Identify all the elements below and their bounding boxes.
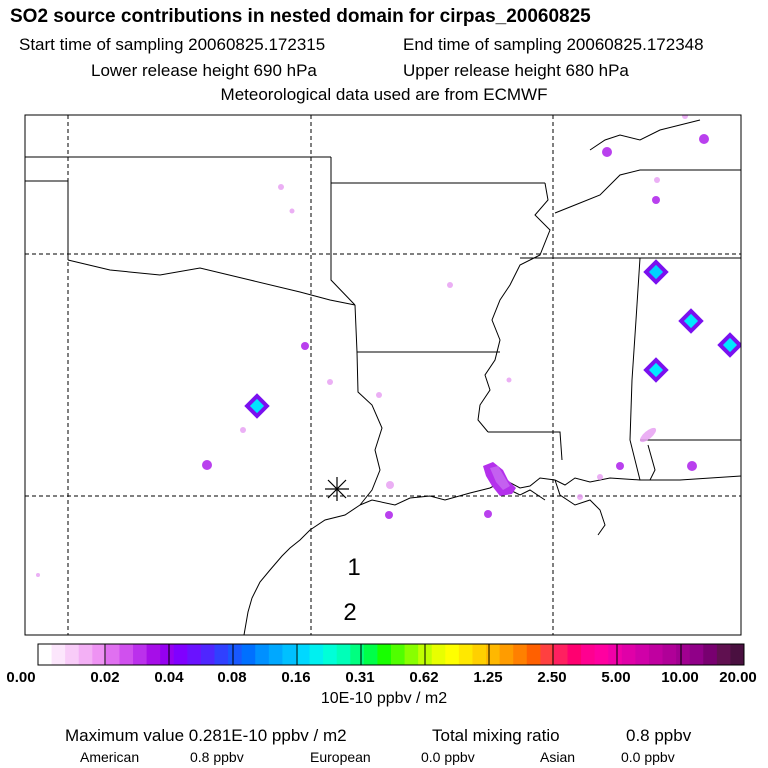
- release-point-marker: [325, 477, 349, 501]
- colorbar-swatch: [648, 644, 664, 665]
- colorbar-swatch: [268, 644, 283, 665]
- met-data-label: Meteorological data used are from ECMWF: [220, 85, 548, 104]
- colorbar-swatch: [323, 644, 338, 665]
- colorbar-swatch: [228, 644, 243, 665]
- coastline: [243, 475, 741, 635]
- colorbar-tick: 2.50: [537, 669, 567, 686]
- colorbar-swatch: [404, 644, 419, 665]
- colorbar-swatch: [119, 644, 134, 665]
- colorbar-swatch: [445, 644, 460, 665]
- colorbar-swatch: [255, 644, 270, 665]
- color-bar: [37, 643, 745, 666]
- colorbar-frame: [37, 643, 745, 666]
- colorbar-swatch: [458, 644, 473, 665]
- colorbar-swatch: [526, 644, 541, 665]
- colorbar-swatch: [377, 644, 392, 665]
- state-boundaries: [25, 119, 741, 506]
- colorbar-swatch: [133, 644, 148, 665]
- source-contributions: [36, 115, 741, 577]
- asian-label: Asian: [540, 749, 576, 765]
- colorbar-swatch: [200, 644, 215, 665]
- colorbar-swatch: [51, 644, 66, 665]
- colorbar-tick: 0.02: [90, 669, 120, 686]
- lower-release-height-label: Lower release height 690 hPa: [91, 61, 317, 80]
- colorbar-swatch: [486, 644, 501, 665]
- asian-value: 0.0 ppbv: [621, 749, 675, 765]
- colorbar-swatch: [730, 644, 745, 665]
- colorbar-units: 10E-10 ppbv / m2: [320, 690, 448, 707]
- start-time-label: Start time of sampling 20060825.172315: [19, 35, 326, 54]
- colorbar-swatch: [499, 644, 514, 665]
- american-label: American: [80, 749, 140, 765]
- colorbar-swatch: [635, 644, 650, 665]
- colorbar-swatch: [309, 644, 324, 665]
- colorbar-swatch: [363, 644, 378, 665]
- american-value: 0.8 ppbv: [190, 749, 244, 765]
- diamond-sources: [244, 259, 741, 419]
- colorbar-swatch: [431, 644, 446, 665]
- colorbar-swatch: [689, 644, 704, 665]
- colorbar-swatch: [146, 644, 161, 665]
- colorbar-swatch: [703, 644, 718, 665]
- colorbar-swatch: [65, 644, 80, 665]
- colorbar-swatch: [241, 644, 256, 665]
- colorbar-tick: 0.16: [281, 669, 311, 686]
- colorbar-tick: 0.62: [409, 669, 439, 686]
- colorbar-swatch: [716, 644, 731, 665]
- total-mixing-ratio-value: 0.8 ppbv: [626, 726, 692, 745]
- colorbar-swatch: [662, 644, 677, 665]
- colorbar-swatch: [160, 644, 175, 665]
- colorbar-tick: 0.31: [345, 669, 375, 686]
- colorbar-tick: 0.04: [154, 669, 184, 686]
- colorbar-tick: 20.00: [719, 669, 757, 686]
- colorbar-tick: 10.00: [661, 669, 699, 686]
- colorbar-swatch: [621, 644, 636, 665]
- colorbar-tick: 5.00: [601, 669, 631, 686]
- colorbar-swatch: [173, 644, 188, 665]
- max-value-label: Maximum value 0.281E-10 ppbv / m2: [65, 726, 347, 745]
- colorbar-swatch: [513, 644, 528, 665]
- graticule: [25, 115, 741, 635]
- colorbar-swatch: [187, 644, 202, 665]
- map-label-2: 2: [343, 599, 356, 626]
- colorbar-swatch: [78, 644, 93, 665]
- colorbar-swatch: [676, 644, 691, 665]
- colorbar-swatch: [540, 644, 555, 665]
- colorbar-swatch: [92, 644, 107, 665]
- colorbar-swatch: [105, 644, 120, 665]
- upper-release-height-label: Upper release height 680 hPa: [403, 61, 629, 80]
- colorbar-tick: 0.00: [6, 669, 36, 686]
- map-label-1: 1: [347, 554, 360, 581]
- colorbar-swatch: [553, 644, 568, 665]
- colorbar-swatch: [581, 644, 596, 665]
- colorbar-swatch: [472, 644, 487, 665]
- colorbar-tick: 0.08: [217, 669, 247, 686]
- european-value: 0.0 ppbv: [421, 749, 475, 765]
- colorbar-swatch: [38, 644, 53, 665]
- colorbar-swatch: [336, 644, 351, 665]
- european-label: European: [310, 749, 371, 765]
- colorbar-swatch: [608, 644, 623, 665]
- colorbar-swatch: [391, 644, 406, 665]
- colorbar-swatch: [282, 644, 297, 665]
- colorbar-swatch: [350, 644, 365, 665]
- colorbar-swatch: [594, 644, 609, 665]
- end-time-label: End time of sampling 20060825.172348: [403, 35, 704, 54]
- total-mixing-ratio-label: Total mixing ratio: [432, 726, 560, 745]
- colorbar-swatch: [567, 644, 582, 665]
- colorbar-swatch: [295, 644, 311, 665]
- plot-title: SO2 source contributions in nested domai…: [10, 6, 591, 27]
- colorbar-tick: 1.25: [473, 669, 503, 686]
- map-frame: [24, 114, 742, 636]
- colorbar-swatch: [214, 644, 229, 665]
